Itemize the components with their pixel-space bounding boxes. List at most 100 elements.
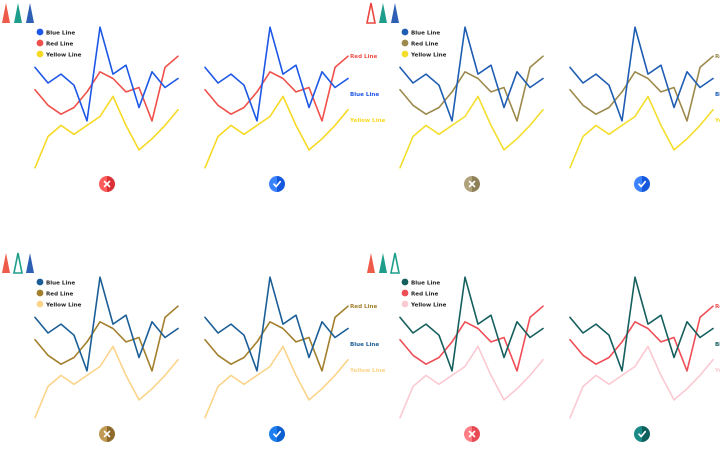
legend-label-yellow: Yellow Line [410, 53, 447, 59]
triangle-icon [14, 3, 22, 23]
series-line-yellow [204, 95, 349, 169]
series-line-red [204, 55, 349, 122]
triangle-icon [390, 252, 400, 274]
end-label-red: Red Line [715, 54, 720, 60]
triangle-icon [367, 253, 375, 273]
series-line-blue [399, 26, 544, 122]
badge-cross [464, 426, 480, 442]
badge-half [464, 426, 472, 442]
triangle-icon [366, 2, 376, 24]
legend-label-blue: Blue Line [411, 31, 440, 37]
check-icon [273, 180, 282, 188]
legend-dot-yellow [401, 300, 409, 308]
legend-label-blue: Blue Line [46, 281, 75, 287]
legend-dot-blue [401, 278, 409, 286]
end-label-yellow: Yellow Line [714, 118, 720, 124]
badge-half [269, 426, 277, 442]
badge-check [634, 426, 650, 442]
series-line-blue [204, 276, 349, 372]
panel-4: Blue Line Red Line Yellow Line Red Line Blue… [367, 252, 720, 442]
legend-dot-yellow [401, 50, 409, 58]
end-label-red: Red Line [350, 54, 378, 60]
triangle-icon [379, 3, 387, 23]
legend-dot-yellow [36, 50, 44, 58]
triangle-icon [391, 3, 399, 23]
badge-half [269, 176, 277, 192]
badge-half [642, 176, 650, 192]
legend-dot-yellow [36, 300, 44, 308]
series-line-red [569, 305, 714, 372]
series-line-yellow [204, 345, 349, 419]
legend-dot-red [36, 39, 44, 47]
end-label-yellow: Yellow Line [349, 118, 386, 124]
check-icon [273, 430, 282, 438]
panel-1: Blue Line Red Line Yellow Line Red Line Blue… [2, 3, 386, 192]
badge-half [99, 426, 107, 442]
series-line-red [204, 305, 349, 372]
badge-check [269, 426, 285, 442]
badge-half [472, 426, 480, 442]
legend-label-yellow: Yellow Line [45, 53, 82, 59]
badge-half [99, 176, 107, 192]
badge-half [464, 176, 472, 192]
series-line-blue [569, 26, 714, 122]
legend-dot-blue [401, 28, 409, 36]
series-line-red [34, 305, 179, 372]
series-line-yellow [569, 95, 714, 169]
triangle-icon [379, 253, 387, 273]
badge-check [634, 176, 650, 192]
end-label-blue: Blue Line [715, 342, 720, 348]
panel-3: Blue Line Red Line Yellow Line Red Line Blue… [2, 252, 386, 442]
badge-half [642, 426, 650, 442]
end-label-yellow: Yellow Line [714, 368, 720, 374]
badge-cross [464, 176, 480, 192]
series-line-blue [204, 26, 349, 122]
panel-2: Blue Line Red Line Yellow Line Red Line Blue… [366, 2, 720, 192]
triangle-icon [2, 3, 10, 23]
series-line-red [569, 55, 714, 122]
cross-icon [468, 180, 476, 188]
cross-icon [468, 430, 476, 438]
badge-half [107, 176, 115, 192]
legend-dot-blue [36, 28, 44, 36]
series-line-red [399, 305, 544, 372]
triangle-icon [13, 252, 23, 274]
badge-check [269, 176, 285, 192]
end-label-yellow: Yellow Line [349, 368, 386, 374]
check-icon [638, 180, 647, 188]
series-line-blue [399, 276, 544, 372]
end-label-blue: Blue Line [715, 92, 720, 98]
legend-label-yellow: Yellow Line [45, 303, 82, 309]
legend-dot-red [401, 39, 409, 47]
legend-label-red: Red Line [411, 42, 439, 48]
end-label-blue: Blue Line [350, 342, 379, 348]
series-line-blue [34, 26, 179, 122]
series-line-yellow [569, 345, 714, 419]
triangle-icon [26, 253, 34, 273]
badge-half [277, 176, 285, 192]
legend-dot-red [36, 289, 44, 297]
triangle-icon [2, 253, 10, 273]
series-line-yellow [34, 95, 179, 169]
end-label-red: Red Line [350, 304, 378, 310]
series-line-blue [34, 276, 179, 372]
series-line-red [399, 55, 544, 122]
legend-label-yellow: Yellow Line [410, 303, 447, 309]
series-line-yellow [399, 95, 544, 169]
series-line-yellow [34, 345, 179, 419]
legend-label-blue: Blue Line [46, 31, 75, 37]
triangle-icon [26, 3, 34, 23]
check-icon [638, 430, 647, 438]
end-label-red: Red Line [715, 304, 720, 310]
legend-label-red: Red Line [411, 292, 439, 298]
series-line-blue [569, 276, 714, 372]
legend-label-red: Red Line [46, 292, 74, 298]
badge-half [472, 176, 480, 192]
series-line-yellow [399, 345, 544, 419]
badge-half [634, 176, 642, 192]
series-line-red [34, 55, 179, 122]
legend-label-red: Red Line [46, 42, 74, 48]
legend-dot-blue [36, 278, 44, 286]
badge-cross [99, 176, 115, 192]
